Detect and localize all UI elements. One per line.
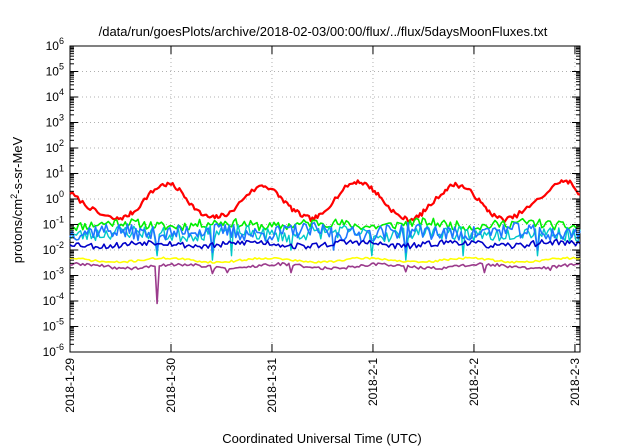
x-tick-label: 2018-1-31 <box>265 358 279 413</box>
y-tick-label: 10-3 <box>43 266 64 283</box>
y-tick-exp: -5 <box>56 317 64 327</box>
y-tick-label: 104 <box>46 87 64 104</box>
y-tick-exp: 5 <box>59 62 64 72</box>
y-axis-ticks: 10-610-510-410-310-210-11001011021031041… <box>43 36 580 359</box>
y-axis-label: protons/cm2-s-sr-MeV <box>9 136 25 263</box>
y-tick-exp: 2 <box>59 138 64 148</box>
y-tick-base: 10 <box>46 141 60 155</box>
y-tick-label: 100 <box>46 189 64 206</box>
y-tick-base: 10 <box>43 269 57 283</box>
y-axis-label-base: protons/cm <box>10 199 25 263</box>
y-tick-label: 103 <box>46 113 64 130</box>
y-tick-exp: -6 <box>56 342 64 352</box>
x-axis-ticks: 2018-1-29 2018-1-30 2018-1-31 2018-2-1 2018-… <box>63 46 582 413</box>
y-tick-exp: -1 <box>56 215 64 225</box>
y-tick-label: 105 <box>46 62 64 79</box>
y-tick-exp: 1 <box>59 164 64 174</box>
y-tick-label: 10-4 <box>43 291 64 308</box>
series-line-7 <box>69 262 581 305</box>
y-tick-base: 10 <box>43 218 57 232</box>
series-line-2 <box>69 217 581 232</box>
x-tick-label: 2018-2-1 <box>366 358 380 406</box>
y-tick-base: 10 <box>43 320 57 334</box>
y-axis-label-rest: -s-sr-MeV <box>10 136 25 193</box>
y-tick-base: 10 <box>43 345 57 359</box>
data-series <box>69 179 581 305</box>
y-tick-base: 10 <box>43 243 57 257</box>
y-tick-base: 10 <box>46 90 60 104</box>
y-tick-base: 10 <box>46 39 60 53</box>
series-line-1 <box>69 179 581 224</box>
y-tick-base: 10 <box>46 192 60 206</box>
x-tick-label: 2018-1-29 <box>63 358 77 413</box>
y-tick-exp: -3 <box>56 266 64 276</box>
x-tick-label: 2018-1-30 <box>164 358 178 413</box>
x-tick-label: 2018-2-2 <box>467 358 481 406</box>
y-tick-label: 102 <box>46 138 64 155</box>
chart-title: /data/run/goesPlots/archive/2018-02-03/0… <box>99 24 548 39</box>
series-line-5 <box>69 238 581 250</box>
y-tick-exp: 3 <box>59 113 64 123</box>
y-tick-exp: 6 <box>59 36 64 46</box>
y-tick-label: 106 <box>46 36 64 53</box>
y-tick-base: 10 <box>43 294 57 308</box>
y-tick-label: 10-6 <box>43 342 64 359</box>
y-tick-exp: 4 <box>59 87 64 97</box>
series-line-4 <box>69 221 581 254</box>
y-tick-label: 10-1 <box>43 215 64 232</box>
y-tick-label: 10-2 <box>43 240 64 257</box>
y-tick-label: 10-5 <box>43 317 64 334</box>
y-tick-label: 101 <box>46 164 64 181</box>
y-axis-label-sup: 2 <box>9 194 19 199</box>
y-tick-exp: -4 <box>56 291 64 301</box>
y-tick-base: 10 <box>46 65 60 79</box>
x-axis-label: Coordinated Universal Time (UTC) <box>222 431 421 446</box>
y-tick-exp: -2 <box>56 240 64 250</box>
x-tick-label: 2018-2-3 <box>568 358 582 406</box>
series-line-6 <box>69 256 581 264</box>
y-tick-base: 10 <box>46 116 60 130</box>
y-tick-base: 10 <box>46 167 60 181</box>
y-tick-exp: 0 <box>59 189 64 199</box>
